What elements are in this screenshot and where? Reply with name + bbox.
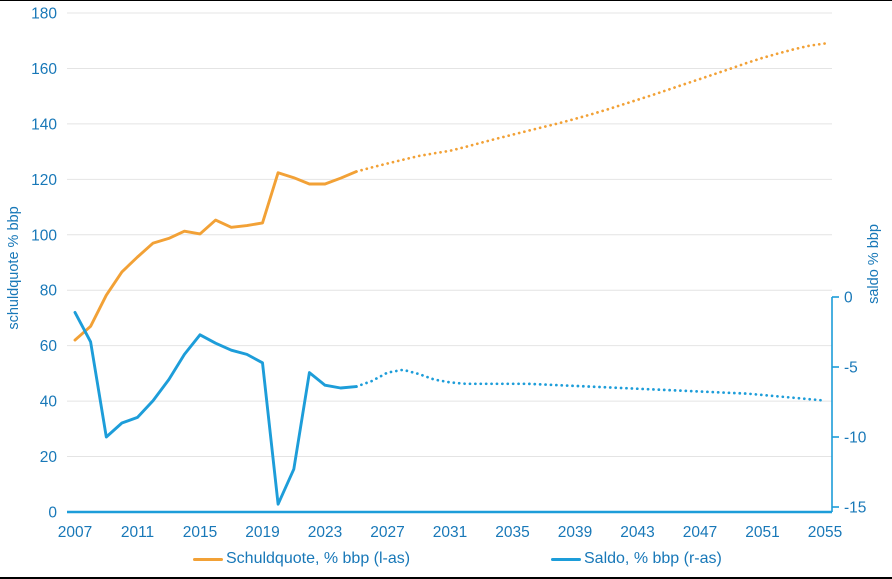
x-tick-label: 2031 (433, 524, 467, 541)
y-left-tick-label: 120 (31, 172, 57, 189)
y-left-tick-label: 0 (48, 505, 57, 522)
x-tick-label: 2047 (683, 524, 717, 541)
y-left-tick-label: 40 (40, 394, 58, 411)
x-tick-label: 2011 (121, 524, 154, 541)
y-right-tick-label: -10 (844, 430, 867, 447)
y-axis-right-title: saldo % bbp (866, 224, 882, 304)
x-tick-label: 2019 (245, 524, 279, 541)
y-left-tick-label: 20 (40, 449, 58, 466)
x-tick-label: 2023 (308, 524, 342, 541)
schuldquote-line-swatch (193, 557, 223, 561)
legend-label-schuldquote: Schuldquote, % bbp (l-as) (226, 550, 411, 567)
legend-item-schuldquote: Schuldquote, % bbp (l-as) (193, 550, 410, 568)
y-left-tick-label: 180 (31, 6, 57, 23)
x-tick-label: 2027 (370, 524, 404, 541)
bottom-border (0, 577, 892, 579)
legend-label-saldo: Saldo, % bbp (r-as) (584, 550, 722, 567)
y-left-tick-label: 100 (31, 227, 57, 244)
series-line-solid-saldo (73, 310, 358, 506)
x-tick-label: 2043 (620, 524, 654, 541)
x-tick-label: 2051 (745, 524, 779, 541)
saldo-line-swatch (551, 557, 581, 561)
y-left-tick-label: 80 (40, 283, 58, 300)
series-line-solid-schuldquote (73, 170, 358, 342)
x-tick-label: 2015 (183, 524, 217, 541)
series-line-projection-saldo (354, 368, 827, 402)
series-line-projection-schuldquote (354, 42, 827, 173)
top-border (0, 0, 892, 1)
y-right-tick-label: 0 (844, 290, 853, 307)
x-tick-label: 2007 (58, 524, 92, 541)
x-tick-label: 2055 (808, 524, 842, 541)
y-right-tick-label: -15 (844, 500, 866, 517)
y-left-tick-label: 140 (31, 116, 57, 133)
y-right-tick-label: -5 (844, 360, 858, 377)
y-axis-left-title: schuldquote % bbp (6, 206, 22, 330)
legend-item-saldo: Saldo, % bbp (r-as) (551, 550, 722, 568)
y-left-tick-label: 160 (31, 61, 57, 78)
x-tick-label: 2035 (495, 524, 529, 541)
x-tick-label: 2039 (558, 524, 592, 541)
y-left-tick-label: 60 (40, 338, 58, 355)
